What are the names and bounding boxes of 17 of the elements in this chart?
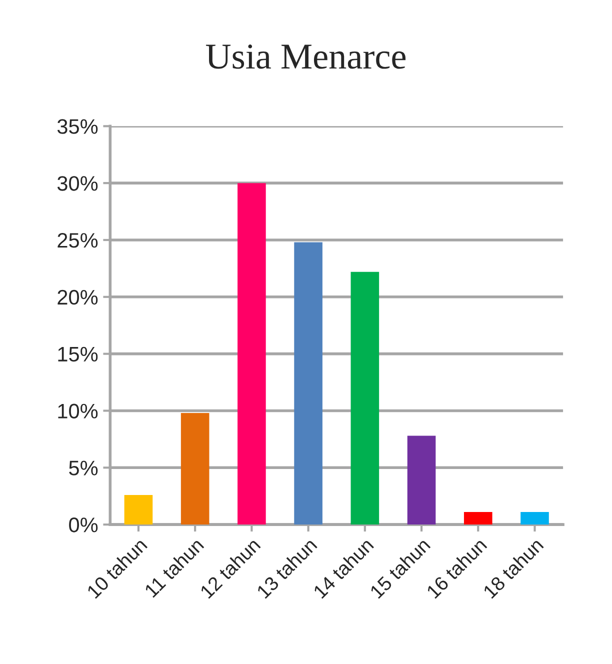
- chart-title: Usia Menarce: [206, 44, 406, 69]
- y-tick-label: 10%: [58, 404, 98, 418]
- bar: [124, 494, 153, 525]
- y-tick-label: 20%: [58, 290, 98, 305]
- bar: [180, 413, 210, 525]
- y-tick-label: 0%: [69, 518, 98, 532]
- y-tick-label: 25%: [58, 232, 98, 248]
- bar: [520, 512, 549, 525]
- bar: [238, 183, 266, 525]
- y-tick-label: 35%: [57, 119, 98, 134]
- bar: [464, 512, 492, 525]
- y-tick-label: 15%: [58, 346, 98, 362]
- bar: [350, 272, 380, 525]
- y-tick-label: 30%: [57, 176, 98, 191]
- y-tick-label: 5%: [69, 460, 98, 476]
- bar: [407, 436, 436, 525]
- bar: [294, 242, 322, 525]
